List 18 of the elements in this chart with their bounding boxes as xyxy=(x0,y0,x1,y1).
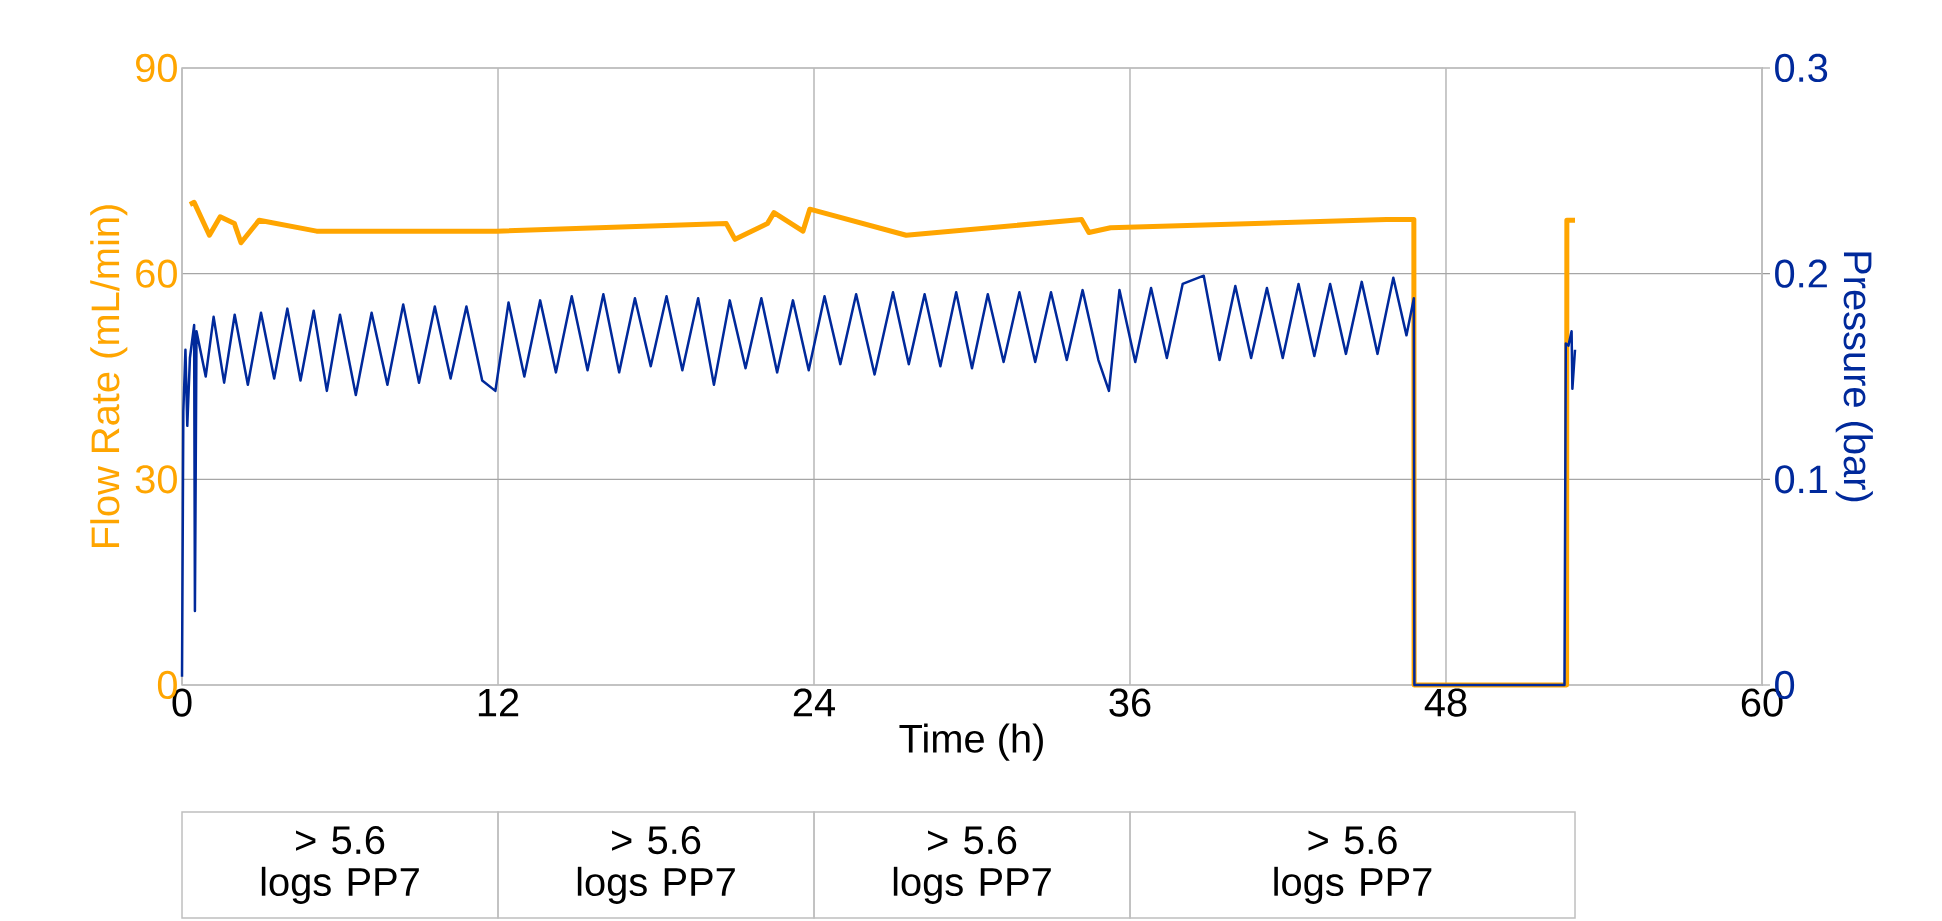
text: > 5.6 logs PP7 xyxy=(893,826,1051,904)
y2-tick-label: 0.1 xyxy=(1775,465,1827,494)
text: > 5.6 logs PP7 xyxy=(261,826,419,904)
y-axis-title: Flow Rate (mL/min) xyxy=(90,205,128,548)
line-series xyxy=(180,274,1577,687)
y-tick-label: 90 xyxy=(136,53,177,83)
x-tick-label: 12 xyxy=(478,688,519,717)
text: > 5.6 logs PP7 xyxy=(577,826,735,904)
y2-tick-label: 0.3 xyxy=(1775,53,1828,83)
x-tick-label: 24 xyxy=(793,688,835,717)
y-tick-label: 60 xyxy=(136,259,177,288)
y-tick-label: 30 xyxy=(135,465,177,494)
x-tick-label: 36 xyxy=(1109,688,1151,717)
x-axis-title: Time (h) xyxy=(899,723,1043,761)
text: > 5.6 logs PP7 xyxy=(1274,826,1432,904)
y2-tick-label: 0.2 xyxy=(1775,259,1827,288)
x-tick-label: 48 xyxy=(1424,688,1467,717)
y2-axis-title: Pressure (bar) xyxy=(1835,252,1873,502)
